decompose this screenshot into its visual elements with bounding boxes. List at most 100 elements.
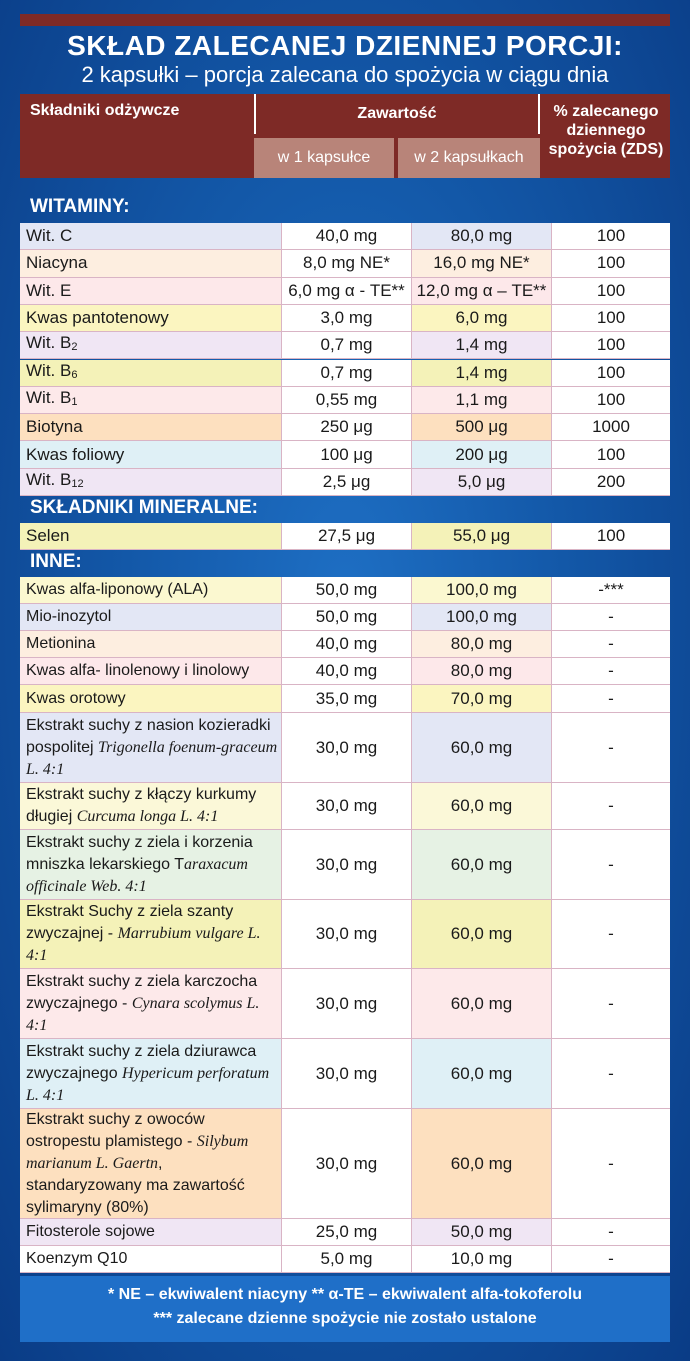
ingredient-name: Ekstrakt suchy z ziela karczocha zwyczaj…: [20, 969, 282, 1038]
subscript: 6: [71, 368, 78, 381]
daily-value-percent: -: [552, 1109, 670, 1218]
ingredient-name-text: Wit. C: [26, 226, 73, 246]
ingredient-name-text: Metionina: [26, 635, 96, 652]
amount-2-capsules: 10,0 mg: [412, 1246, 552, 1272]
amount-1-capsule: 0,55 mg: [282, 386, 412, 414]
ingredient-name-text: Wit. B12: [26, 469, 84, 490]
ingredient-name-text: Ekstrakt suchy z nasion kozieradki pospo…: [26, 716, 278, 778]
section-minerals: SKŁADNIKI MINERALNE:: [30, 497, 258, 518]
footnote-line-1: * NE – ekwiwalent niacyny ** α-TE – ekwi…: [108, 1286, 582, 1303]
amount-1-capsule: 27,5 μg: [282, 523, 412, 549]
amount-2-capsules: 12,0 mg α – TE**: [412, 277, 552, 304]
daily-value-percent: -: [552, 900, 670, 968]
amount-2-capsules: 500 μg: [412, 414, 552, 441]
daily-value-percent: 200: [552, 468, 670, 495]
ingredient-name: Ekstrakt suchy z owoców ostropestu plami…: [20, 1109, 282, 1218]
section-other: INNE:: [30, 551, 82, 572]
table-row: Ekstrakt suchy z owoców ostropestu plami…: [20, 1109, 670, 1219]
header-per-2-capsules: w 2 kapsułkach: [398, 138, 540, 178]
ingredient-name-text: Kwas foliowy: [26, 444, 125, 464]
ingredient-name-text: Koenzym Q10: [26, 1250, 128, 1267]
header-daily-value: % zalecanego dziennego spożycia (ZDS): [542, 102, 670, 159]
ingredient-name: Ekstrakt suchy z ziela dziurawca zwyczaj…: [20, 1039, 282, 1108]
amount-2-capsules: 50,0 mg: [412, 1219, 552, 1245]
header-daily-value-line3: spożycia (ZDS): [548, 141, 664, 158]
daily-value-percent: 100: [552, 386, 670, 414]
amount-2-capsules: 80,0 mg: [412, 223, 552, 250]
amount-2-capsules: 60,0 mg: [412, 783, 552, 829]
daily-value-percent: 100: [552, 304, 670, 332]
header-daily-value-line1: % zalecanego: [553, 103, 659, 120]
ingredient-name: Wit. B1: [20, 386, 282, 414]
ingredient-name-text: Fitosterole sojowe: [26, 1223, 155, 1240]
ingredient-name: Selen: [20, 523, 282, 549]
ingredient-name: Koenzym Q10: [20, 1246, 282, 1272]
amount-1-capsule: 8,0 mg NE*: [282, 250, 412, 277]
amount-1-capsule: 40,0 mg: [282, 631, 412, 657]
ingredient-name-text: Ekstrakt suchy z ziela dziurawca zwyczaj…: [26, 1042, 270, 1104]
amount-2-capsules: 80,0 mg: [412, 658, 552, 684]
ingredient-name: Kwas orotowy: [20, 685, 282, 712]
daily-value-percent: -: [552, 783, 670, 829]
amount-2-capsules: 60,0 mg: [412, 900, 552, 968]
amount-2-capsules: 100,0 mg: [412, 577, 552, 603]
amount-2-capsules: 80,0 mg: [412, 631, 552, 657]
ingredient-name: Wit. E: [20, 277, 282, 304]
amount-2-capsules: 5,0 μg: [412, 468, 552, 495]
ingredient-name-text: Wit. B2: [26, 333, 78, 354]
ingredient-name: Wit. B2: [20, 332, 282, 359]
ingredient-name-text: Wit. B1: [26, 387, 78, 408]
latin-name: Trigonella foenum-graceum L. 4:1: [26, 738, 278, 778]
ingredient-name: Kwas alfa- linolenowy i linolowy: [20, 658, 282, 684]
amount-1-capsule: 2,5 μg: [282, 468, 412, 495]
latin-name: araxacum officinale Web. 4:1: [26, 855, 248, 895]
amount-2-capsules: 60,0 mg: [412, 1109, 552, 1218]
ingredient-name: Fitosterole sojowe: [20, 1219, 282, 1245]
amount-1-capsule: 6,0 mg α - TE**: [282, 277, 412, 304]
table-row: Ekstrakt suchy z ziela karczocha zwyczaj…: [20, 969, 670, 1039]
amount-1-capsule: 250 μg: [282, 414, 412, 441]
daily-value-percent: 1000: [552, 414, 670, 441]
ingredient-name-text: Niacyna: [26, 253, 88, 273]
amount-1-capsule: 30,0 mg: [282, 969, 412, 1038]
amount-2-capsules: 200 μg: [412, 441, 552, 468]
daily-value-percent: -: [552, 713, 670, 782]
table-row: Wit. C 40,0 mg 80,0 mg 100: [20, 223, 670, 251]
latin-name: Silybum marianum L. Gaertn: [26, 1132, 249, 1172]
subscript: 2: [71, 341, 78, 354]
table-row: Kwas alfa-liponowy (ALA) 50,0 mg 100,0 mg -…: [20, 577, 670, 604]
ingredient-name: Wit. C: [20, 223, 282, 250]
amount-2-capsules: 60,0 mg: [412, 969, 552, 1038]
ingredient-name: Biotyna: [20, 414, 282, 441]
amount-1-capsule: 50,0 mg: [282, 604, 412, 630]
ingredient-name-text: Ekstrakt suchy z kłączy kurkumy długiej …: [26, 786, 257, 825]
page-title: SKŁAD ZALECANEJ DZIENNEJ PORCJI:: [67, 30, 623, 61]
amount-2-capsules: 55,0 μg: [412, 523, 552, 549]
amount-2-capsules: 6,0 mg: [412, 304, 552, 332]
amount-1-capsule: 40,0 mg: [282, 658, 412, 684]
ingredient-name-text: Biotyna: [26, 417, 83, 437]
table-row: Koenzym Q10 5,0 mg 10,0 mg -: [20, 1246, 670, 1273]
amount-2-capsules: 60,0 mg: [412, 713, 552, 782]
ingredient-name-text: Kwas pantotenowy: [26, 308, 169, 328]
amount-1-capsule: 0,7 mg: [282, 359, 412, 386]
amount-1-capsule: 0,7 mg: [282, 332, 412, 359]
ingredient-name: Metionina: [20, 631, 282, 657]
daily-value-percent: -: [552, 1039, 670, 1108]
footnote-line-2: *** zalecane dzienne spożycie nie został…: [153, 1310, 537, 1327]
daily-value-percent: -: [552, 631, 670, 657]
daily-value-percent: 100: [552, 277, 670, 304]
table-row: Wit. B2 0,7 mg 1,4 mg 100: [20, 332, 670, 360]
amount-2-capsules: 60,0 mg: [412, 830, 552, 899]
amount-1-capsule: 30,0 mg: [282, 713, 412, 782]
amount-1-capsule: 30,0 mg: [282, 783, 412, 829]
amount-2-capsules: 1,4 mg: [412, 332, 552, 359]
daily-value-percent: -***: [552, 577, 670, 603]
ingredient-name-text: Ekstrakt suchy z owoców ostropestu plami…: [26, 1110, 249, 1216]
page-subtitle: 2 kapsułki – porcja zalecana do spożycia…: [81, 62, 609, 87]
ingredient-name-text: Selen: [26, 526, 70, 545]
table-row: Metionina 40,0 mg 80,0 mg -: [20, 631, 670, 658]
table-header: Składniki odżywcze Zawartość w 1 kapsułc…: [20, 94, 670, 178]
amount-1-capsule: 30,0 mg: [282, 1109, 412, 1218]
